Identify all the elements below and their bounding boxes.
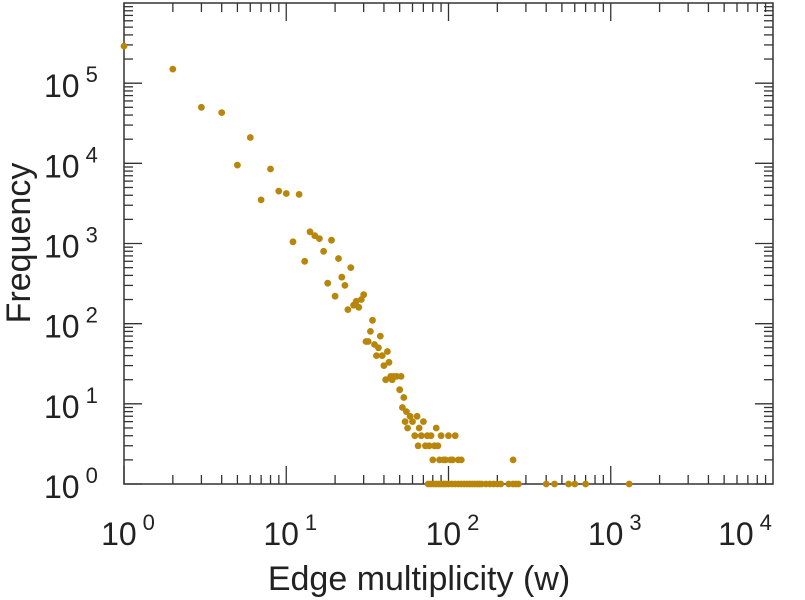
data-point <box>301 257 309 265</box>
plot-area-frame <box>123 2 774 485</box>
data-point <box>338 273 346 281</box>
data-point <box>432 424 440 432</box>
data-point <box>497 480 505 488</box>
x-tick-label: 10 2 <box>426 510 480 552</box>
data-point <box>367 328 374 335</box>
data-point <box>509 456 517 464</box>
data-point <box>406 412 414 420</box>
data-point <box>384 348 391 355</box>
data-point <box>413 412 421 420</box>
data-point <box>169 65 177 73</box>
x-tick-label: 10 4 <box>718 510 772 552</box>
data-point <box>267 165 274 173</box>
data-point <box>369 316 376 324</box>
data-point <box>234 161 241 169</box>
data-point <box>457 456 465 464</box>
data-point <box>282 190 290 197</box>
data-point <box>442 456 449 464</box>
data-point <box>364 338 372 345</box>
y-tick-label: 10 2 <box>44 303 98 345</box>
data-point <box>427 432 435 440</box>
data-point <box>542 480 550 488</box>
data-point <box>625 480 633 488</box>
data-point <box>414 442 422 450</box>
data-point <box>449 456 456 464</box>
data-point <box>352 297 360 305</box>
data-point <box>355 303 363 311</box>
data-point <box>295 191 303 198</box>
x-tick-labels: 10 0 10 1 10 2 10 3 10 4 <box>101 510 772 552</box>
data-point <box>378 352 386 359</box>
data-point <box>275 187 283 195</box>
data-point <box>335 255 342 262</box>
data-point <box>420 418 427 425</box>
y-tick-label: 10 0 <box>44 463 98 505</box>
data-point <box>257 196 265 204</box>
data-point <box>396 386 404 394</box>
data-point <box>397 373 405 380</box>
data-points <box>120 42 633 488</box>
data-point <box>565 480 572 488</box>
data-point <box>404 424 411 432</box>
data-point <box>382 376 390 384</box>
data-point <box>218 109 226 116</box>
y-axis-label: Frequency <box>0 163 38 324</box>
data-point <box>411 432 419 440</box>
data-point <box>320 247 327 255</box>
data-point <box>324 279 332 287</box>
data-point <box>415 424 423 432</box>
data-point <box>289 238 297 246</box>
data-point <box>341 282 349 289</box>
data-point <box>373 352 380 359</box>
x-tick-label: 10 3 <box>588 510 642 552</box>
y-tick-label: 10 3 <box>44 223 98 265</box>
data-point <box>328 236 335 244</box>
x-axis-label: Edge multiplicity (w) <box>268 560 570 598</box>
data-point <box>400 394 408 401</box>
data-point <box>375 344 382 352</box>
axis-ticks <box>123 3 773 485</box>
data-point <box>120 42 128 50</box>
data-point <box>425 442 433 450</box>
data-point <box>344 306 352 313</box>
data-point <box>331 292 339 300</box>
data-point <box>376 332 384 340</box>
data-point <box>246 134 254 141</box>
data-point <box>451 432 459 440</box>
y-tick-label: 10 4 <box>44 142 98 184</box>
data-point <box>434 442 442 450</box>
x-tick-label: 10 1 <box>263 510 317 552</box>
y-tick-label: 10 1 <box>44 383 98 425</box>
data-point <box>437 432 445 440</box>
data-point <box>380 362 388 369</box>
data-point <box>445 432 452 440</box>
data-point <box>515 480 522 488</box>
data-point <box>347 264 355 271</box>
data-point <box>551 480 558 488</box>
x-tick-label: 10 0 <box>101 510 155 552</box>
data-point <box>306 228 314 236</box>
y-tick-label: 10 5 <box>44 62 98 104</box>
data-point <box>316 235 323 243</box>
data-point <box>401 418 409 425</box>
data-point <box>571 480 579 488</box>
data-point <box>409 418 416 425</box>
data-point <box>198 103 205 111</box>
data-point <box>429 456 437 464</box>
data-point <box>360 291 368 299</box>
data-point <box>582 480 589 488</box>
data-point <box>403 408 410 415</box>
data-point <box>385 358 393 366</box>
data-point <box>417 432 425 440</box>
